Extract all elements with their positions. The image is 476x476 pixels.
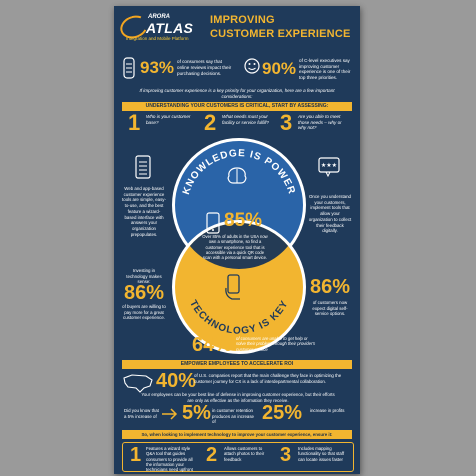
hand-thumbs-icon <box>123 57 135 79</box>
brain-icon <box>227 167 247 184</box>
brand-small: ARORA <box>148 14 170 20</box>
stat-reviews: 93% of consumers say that online reviews… <box>140 58 233 78</box>
venn-bottom-label: TECHNOLOGY IS KEY <box>187 298 291 336</box>
checklist-icon <box>135 155 151 179</box>
roi-mid-text: in customer retention produces an increa… <box>212 408 254 425</box>
roi-right-text: increase in profits <box>310 408 345 413</box>
roi-text: of U.S. companies report that the main c… <box>194 373 342 384</box>
implement-text-3: Includes mapping functionality so that s… <box>298 446 345 462</box>
assess-num-1: 1 <box>128 110 141 135</box>
roi-mid-value: 5% <box>182 402 211 424</box>
bottom-center-text: of consumers are unable to get help or s… <box>236 336 316 352</box>
infographic-poster: ARORA ATLAS Integration and Mobile Platf… <box>114 6 360 474</box>
implement-frame <box>122 442 354 472</box>
intro-note: If improving customer experience is a ke… <box>139 88 335 99</box>
bottom-center-value: 64% <box>192 334 233 356</box>
left-top-text: Web and app-based customer experience to… <box>122 186 166 237</box>
venn-bottom-label-svg: TECHNOLOGY IS KEY <box>187 298 291 336</box>
left-bottom-text: of buyers are willing to pay more for a … <box>122 304 166 321</box>
roi-bar: EMPOWER EMPLOYEES TO ACCELERATE ROI <box>122 360 352 369</box>
roi-value: 40% <box>156 370 197 392</box>
roi-right-value: 25% <box>262 402 303 424</box>
assess-text-2: What needs must your facility or service… <box>222 114 269 125</box>
implement-num-3: 3 <box>280 444 292 466</box>
brand-tagline: Integration and Mobile Platform <box>126 36 189 41</box>
header: ARORA ATLAS Integration and Mobile Platf… <box>114 6 360 50</box>
right-bottom-text: of customers now expect digital self-ser… <box>312 300 348 317</box>
arora-atlas-logo: ARORA ATLAS Integration and Mobile Platf… <box>117 11 204 48</box>
stat-text: of C-level executives say improving cust… <box>299 58 351 81</box>
implement-text-1: Features a wizard style Q&A tool that gu… <box>146 446 193 473</box>
usa-map-icon <box>123 374 153 393</box>
right-bottom-value: 86% <box>310 276 351 298</box>
phone-icon <box>206 212 220 234</box>
hand-phone-icon <box>225 274 240 300</box>
brand-big: ATLAS <box>146 20 194 36</box>
venn-top-label-svg: KNOWLEDGE IS POWER <box>181 148 296 196</box>
roi-note: Your employees can be your best line of … <box>141 392 335 403</box>
assess-num-2: 2 <box>204 110 217 135</box>
page-title-line1: IMPROVING <box>210 14 275 26</box>
assess-bar: UNDERSTANDING YOUR CUSTOMERS IS CRITICAL… <box>122 102 352 111</box>
smiley-icon <box>244 58 260 74</box>
rating-icon: ★★★ <box>318 157 340 178</box>
assess-num-3: 3 <box>280 110 293 135</box>
assess-text-3: Are you able to meet those needs – why o… <box>298 114 342 131</box>
right-top-text: Once you understand your customers, impl… <box>308 194 352 234</box>
left-bottom-intro: Investing in technology makes sense: <box>126 268 162 285</box>
implement-num-1: 1 <box>130 444 142 466</box>
svg-text:★★★: ★★★ <box>321 162 337 169</box>
stat-value: 93% <box>140 58 175 77</box>
left-bottom-value: 86% <box>124 282 165 304</box>
implement-bar: So, when looking to implement technology… <box>122 430 352 439</box>
roi-small-left: Did you know that a 5% increase of <box>124 408 159 419</box>
implement-text-2: Allows customers to attach photos to the… <box>224 446 265 462</box>
page-title-line2: CUSTOMER EXPERIENCE <box>210 28 351 40</box>
stat-value: 90% <box>262 59 297 79</box>
venn-center-value: 85% <box>224 210 263 231</box>
stat-executives: 90% of C-level executives say improving … <box>262 58 351 81</box>
venn-center-text: Over 85% of adults in the USA now own a … <box>202 234 268 260</box>
assess-text-1: Who is your customer base? <box>146 114 191 125</box>
stat-text: of consumers say that online reviews imp… <box>177 59 232 76</box>
arrow-right-icon <box>162 408 178 420</box>
implement-num-2: 2 <box>206 444 218 466</box>
